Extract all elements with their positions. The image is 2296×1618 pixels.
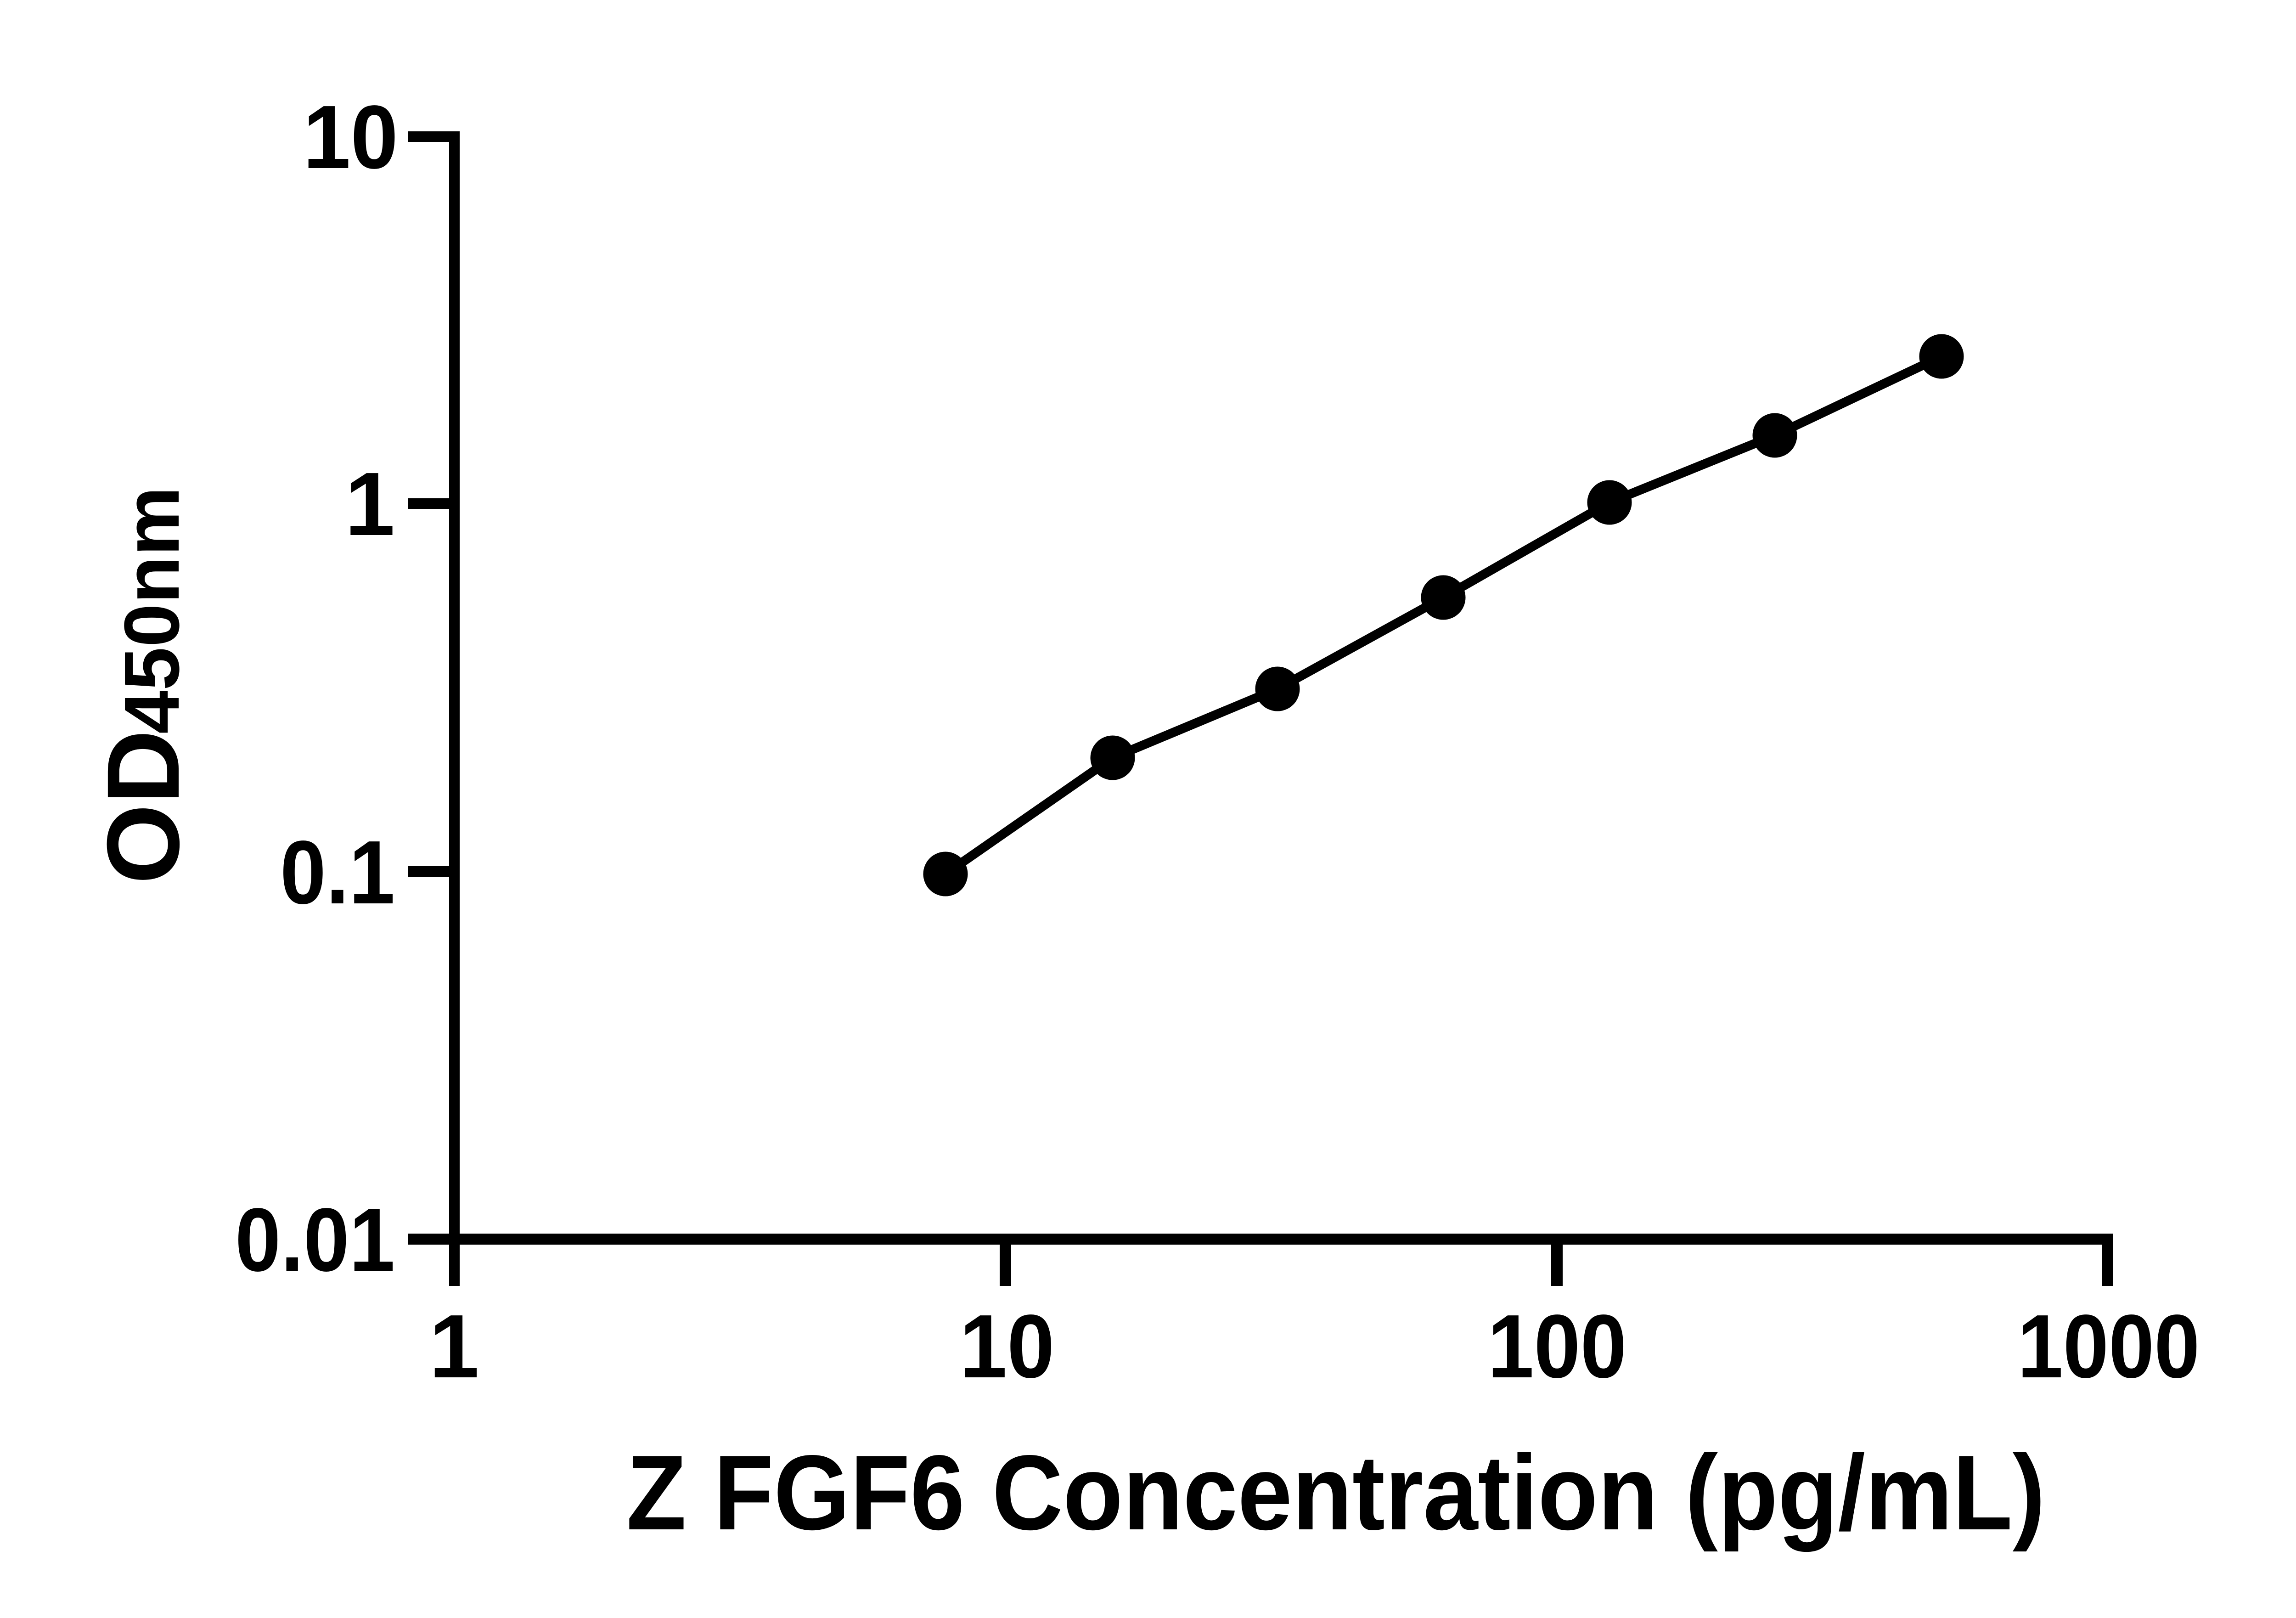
svg-text:10: 10 — [960, 1296, 1055, 1397]
svg-text:Z FGF6 Concentration (pg/mL): Z FGF6 Concentration (pg/mL) — [626, 1433, 2045, 1552]
svg-text:450nm: 450nm — [108, 486, 196, 734]
svg-text:1000: 1000 — [2018, 1296, 2200, 1397]
svg-text:0.01: 0.01 — [235, 1190, 395, 1290]
svg-text:0.1: 0.1 — [280, 822, 395, 923]
svg-text:100: 100 — [1488, 1296, 1627, 1397]
svg-text:1: 1 — [345, 454, 395, 554]
svg-text:1: 1 — [429, 1296, 479, 1397]
svg-text:10: 10 — [303, 87, 398, 187]
svg-text:OD: OD — [86, 730, 201, 884]
